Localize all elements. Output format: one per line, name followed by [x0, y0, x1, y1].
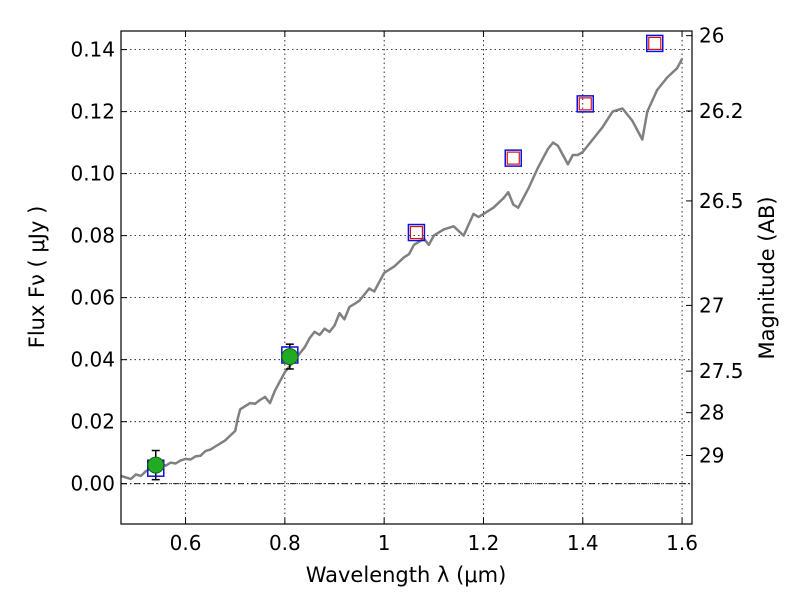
y-tick-label: 0.06 — [70, 286, 115, 310]
observed-photometry-point — [281, 348, 299, 366]
model-photometry-box — [646, 34, 664, 53]
x-tick-label: 1.6 — [666, 531, 698, 555]
model-photometry-box — [576, 95, 594, 113]
y-tick-label: 0.12 — [70, 100, 115, 124]
magnitude-tick-label: 29 — [699, 443, 724, 467]
x-axis-label: Wavelength λ (μm) — [306, 563, 507, 587]
magnitude-tick-label: 27.5 — [699, 359, 744, 383]
y2-axis-label: Magnitude (AB) — [755, 196, 779, 359]
x-tick-label: 1.4 — [567, 531, 599, 555]
markers-layer — [147, 34, 664, 481]
y-tick-label: 0.10 — [70, 162, 115, 186]
model-spectrum-line — [120, 58, 684, 481]
magnitude-tick-label: 26.2 — [699, 99, 744, 123]
model-photometry-box-red — [506, 151, 520, 165]
y-tick-label: 0.02 — [70, 410, 115, 434]
magnitude-tick-label: 26.5 — [699, 189, 744, 213]
x-tick-label: 1 — [378, 531, 391, 555]
y-axis-label: Flux Fν ( μJy ) — [25, 206, 49, 349]
y-tick-label: 0.00 — [70, 472, 115, 496]
x-tick-label: 0.6 — [170, 531, 202, 555]
model-photometry-box-red — [409, 225, 424, 240]
model-photometry-box — [407, 223, 426, 242]
observed-photometry-point — [147, 456, 165, 474]
magnitude-tick-label: 27 — [699, 293, 724, 317]
y-tick-label: 0.14 — [70, 38, 115, 62]
magnitude-tick-label: 26 — [699, 24, 724, 48]
magnitude-tick-label: 28 — [699, 401, 724, 425]
model-photometry-box-red — [578, 97, 592, 111]
model-photometry-box-red — [648, 36, 662, 51]
y-tick-label: 0.04 — [70, 348, 115, 372]
ticks-layer: 0.6 0.8 1 1.2 1.4 1.6 0.00 0.02 0.04 0.06 0.08 0.10… — [70, 24, 743, 555]
plot-frame — [120, 30, 693, 525]
spectrum-layer — [120, 58, 684, 481]
x-tick-label: 0.8 — [269, 531, 301, 555]
x-tick-label: 1.2 — [468, 531, 500, 555]
y-tick-label: 0.08 — [70, 224, 115, 248]
model-photometry-box — [504, 149, 523, 167]
